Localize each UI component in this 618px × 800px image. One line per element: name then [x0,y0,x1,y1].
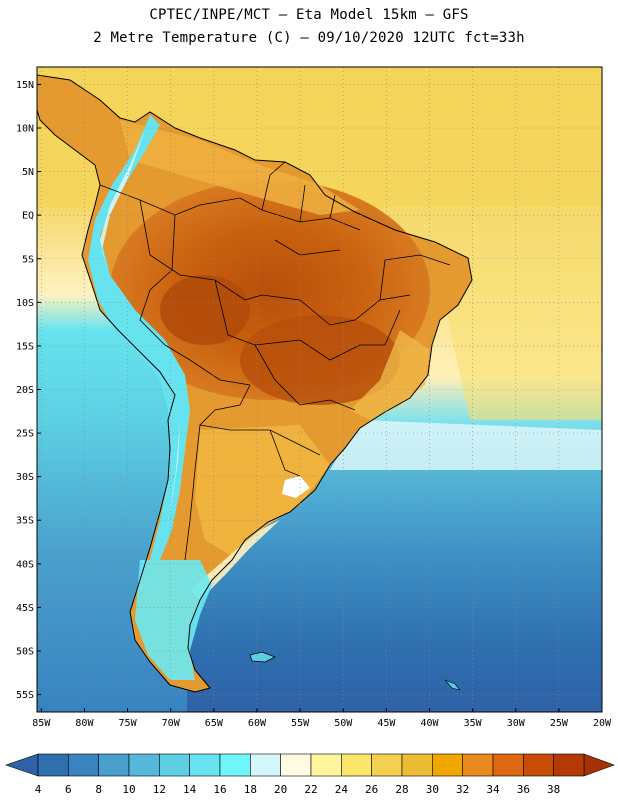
colorbar-label: 38 [547,783,560,796]
lon-label: 30W [507,718,526,729]
colorbar-swatch [128,753,160,777]
colorbar-swatch [401,753,433,777]
colorbar-swatch [492,753,524,777]
lat-label: 10S [16,298,34,309]
colorbar-swatch [341,753,372,777]
lat-label: 50S [16,646,34,657]
map-title-line1: CPTEC/INPE/MCT – Eta Model 15km – GFS [149,7,469,23]
colorbar-label: 26 [365,783,378,796]
lat-label: 30S [16,472,34,483]
colorbar-swatch [189,753,221,777]
lon-label: 25W [550,718,569,729]
lon-label: 80W [75,718,94,729]
hot-core-southwest [240,315,400,405]
lat-label: 40S [16,559,34,570]
cool-atlantic-band [330,420,602,470]
colorbar-label: 12 [153,783,166,796]
colorbar-label: 32 [456,783,469,796]
colorbar-label: 18 [244,783,257,796]
lon-label: 60W [248,718,267,729]
longitude-labels: 85W 80W 75W 70W 65W 60W 55W 50W 45W 40W 35W 30W 25W 2… [32,708,612,729]
colorbar-swatch [553,753,585,777]
latitude-labels: 15N 10N 5N EQ 5S 10S 15S 20S 25S 30S 35S 40S 45S 50S 5… [16,80,41,701]
patagonia-cold [135,560,212,680]
colorbar-label: 14 [183,783,197,796]
lon-label: 40W [420,718,439,729]
lon-label: 85W [32,718,51,729]
lon-label: 70W [162,718,181,729]
map-title-line2: 2 Metre Temperature (C) – 09/10/2020 12U… [93,30,525,46]
colorbar-label: 36 [517,783,530,796]
colorbar-swatch [432,753,463,777]
map-header: CPTEC/INPE/MCT – Eta Model 15km – GFS 2 … [0,0,618,50]
colorbar-label: 34 [486,783,500,796]
lon-label: 35W [464,718,483,729]
lat-label: 35S [16,516,34,527]
lat-label: 5S [22,254,34,265]
colorbar-label: 6 [65,783,72,796]
lat-label: 55S [16,690,34,701]
lat-label: 15N [16,80,34,91]
colorbar-label: 16 [213,783,226,796]
colorbar-swatch [280,753,312,777]
lat-label: EQ [22,211,34,222]
hot-core-west [160,275,250,345]
colorbar-label: 24 [335,783,349,796]
east-coast-band [350,330,430,420]
lat-label: 45S [16,603,34,614]
map-field [37,67,602,712]
lagoon-patch [282,476,310,498]
lat-label: 25S [16,429,34,440]
colorbar-under-arrow [5,753,39,777]
southern-cone-warm [195,425,330,555]
lat-label: 20S [16,385,34,396]
colorbar-swatch [98,753,130,777]
colorbar-swatch [371,753,403,777]
colorbar-swatch [159,753,190,777]
lat-label: 15S [16,341,34,352]
colorbar-swatch [68,753,99,777]
colorbar-label: 4 [35,783,42,796]
lat-label: 10N [16,124,34,135]
colorbar-over-arrow [583,753,615,777]
colorbar-label: 22 [304,783,317,796]
colorbar-label: 10 [122,783,135,796]
lon-label: 65W [205,718,224,729]
coastline [37,74,473,693]
colorbar: 4 6 8 10 12 14 16 18 20 22 24 26 28 30 32 34 36 38 [5,753,615,796]
lon-label: 55W [291,718,310,729]
colorbar-label: 28 [395,783,408,796]
colorbar-swatch [219,753,251,777]
andes-cold-strip [88,115,190,560]
south-georgia [444,679,461,691]
lon-label: 45W [377,718,396,729]
warm-atlantic-patch [437,250,602,420]
colorbar-label: 20 [274,783,287,796]
colorbar-swatch [37,753,69,777]
lon-label: 75W [119,718,138,729]
colorbar-swatch [310,753,342,777]
lon-label: 50W [334,718,353,729]
colorbar-label: 8 [95,783,102,796]
lon-label: 20W [593,718,612,729]
falkland-islands [249,651,276,663]
country-borders [99,161,451,561]
lat-label: 5N [22,167,34,178]
colorbar-swatch [523,753,554,777]
colorbar-swatch [462,753,494,777]
colorbar-swatch [250,753,281,777]
colorbar-label: 30 [426,783,439,796]
